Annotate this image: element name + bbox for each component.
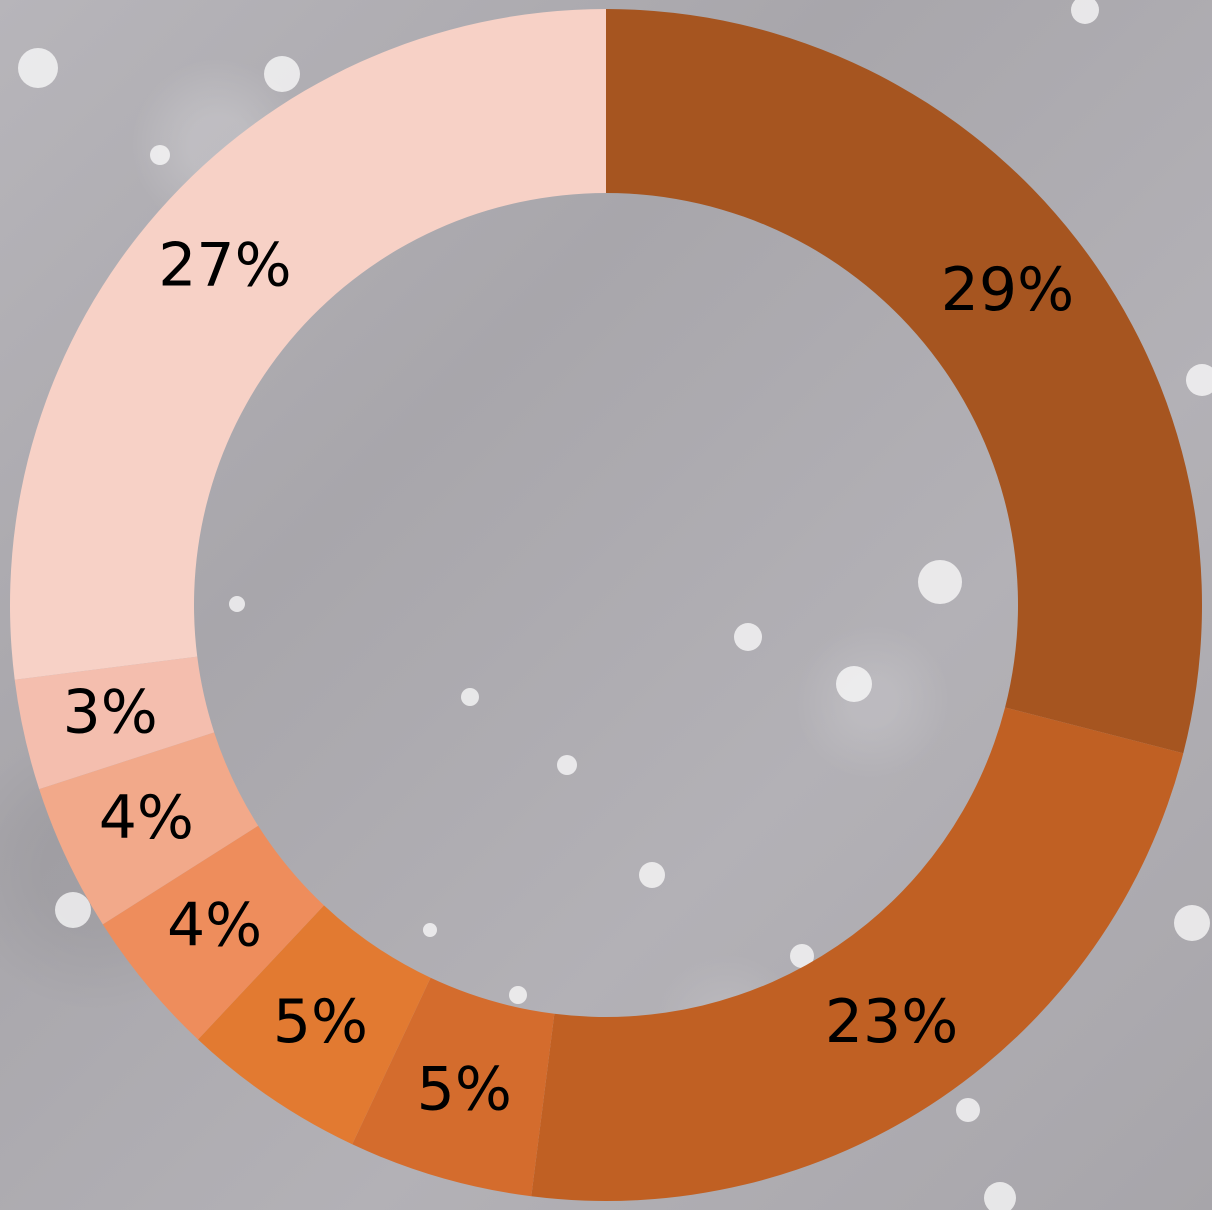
donut-slice-7: [14, 656, 215, 790]
donut-slice-1: [606, 9, 1202, 754]
donut-slices: [9, 9, 1202, 1202]
slice-label-2: 23%: [825, 987, 958, 1057]
background-texture: [18, 0, 1212, 1210]
slice-label-7: 3%: [63, 677, 158, 747]
donut-slice-6: [39, 732, 259, 925]
donut-slice-8: [9, 9, 606, 680]
slice-label-8: 27%: [158, 231, 291, 301]
donut-slice-4: [198, 905, 431, 1145]
donut-slice-5: [102, 825, 324, 1040]
donut-labels: 29%23%5%5%4%4%3%27%: [63, 231, 1074, 1125]
donut-slice-3: [352, 977, 555, 1197]
slice-label-4: 5%: [273, 987, 368, 1057]
slice-label-1: 29%: [941, 255, 1074, 325]
slice-label-5: 4%: [167, 890, 262, 960]
slice-label-3: 5%: [417, 1054, 512, 1124]
donut-slice-2: [531, 707, 1184, 1202]
slice-label-6: 4%: [99, 783, 194, 853]
